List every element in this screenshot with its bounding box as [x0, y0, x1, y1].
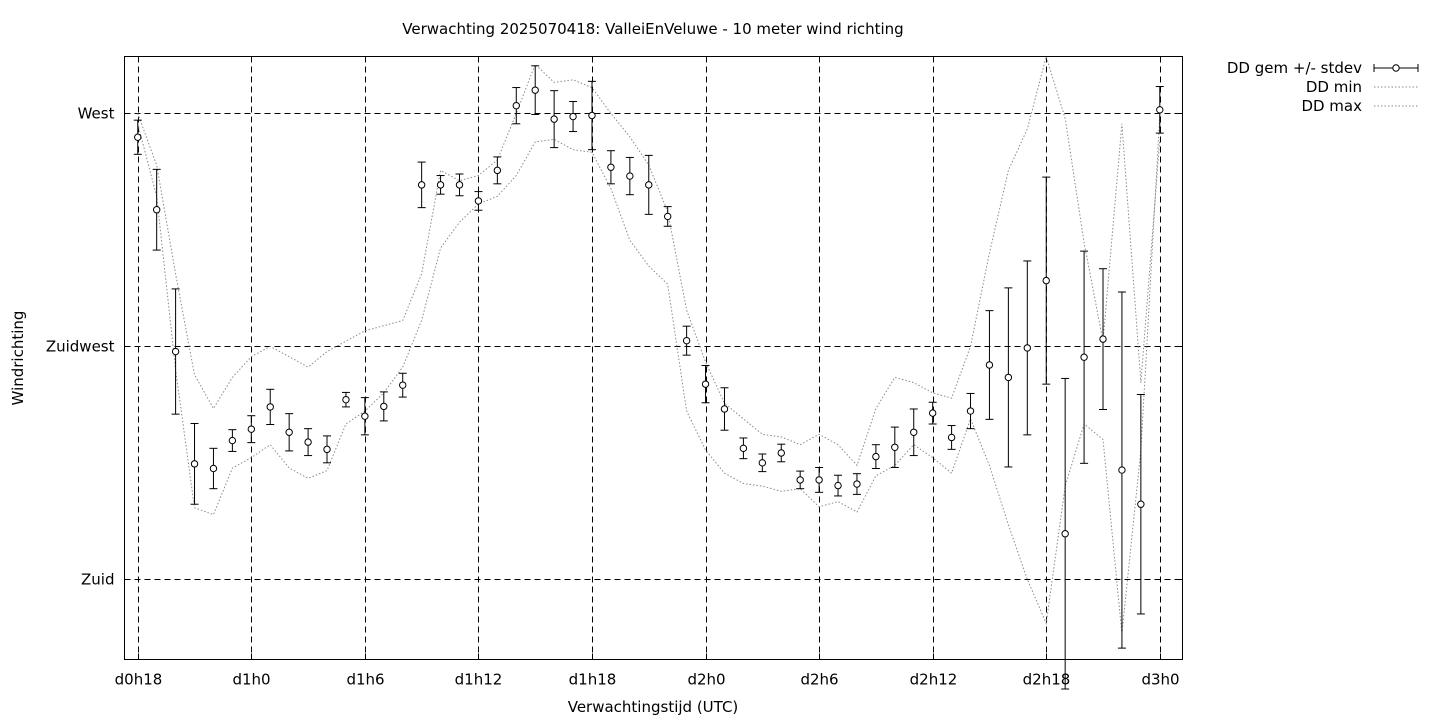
x-tick-label: d0h18	[115, 671, 163, 689]
data-point	[1118, 466, 1126, 474]
grid-lines	[124, 56, 1183, 660]
x-tick-label: d1h6	[346, 671, 384, 689]
y-tick-label: West	[78, 105, 115, 123]
legend-label: DD min	[1306, 78, 1362, 96]
x-tick-label: d1h18	[569, 671, 617, 689]
data-point	[626, 172, 634, 180]
x-tick-label: d3h0	[1141, 671, 1179, 689]
y-tick-label: Zuidwest	[46, 338, 115, 356]
data-point	[985, 361, 994, 369]
data-point	[1099, 335, 1107, 343]
data-point	[1004, 373, 1013, 382]
data-point	[361, 412, 369, 420]
data-point	[417, 181, 426, 189]
data-point	[701, 380, 710, 388]
data-point	[1061, 530, 1069, 538]
plot-frame	[124, 56, 1183, 660]
data-point	[455, 181, 464, 189]
data-point	[436, 181, 445, 189]
data-point	[569, 112, 577, 121]
data-point	[228, 436, 237, 445]
data-point	[682, 336, 691, 345]
data-point	[739, 444, 748, 453]
data-point	[304, 438, 312, 446]
data-point	[493, 166, 502, 175]
data-point	[474, 197, 483, 205]
series-line-dd-max	[137, 115, 1161, 634]
data-point	[171, 347, 180, 356]
x-tick-label: d1h12	[455, 671, 503, 689]
data-point	[1042, 276, 1050, 285]
data-point	[512, 101, 520, 110]
data-point	[891, 443, 899, 451]
data-point	[758, 459, 767, 467]
data-points	[134, 86, 1164, 538]
legend-label: DD gem +/- stdev	[1227, 59, 1362, 77]
data-point	[1080, 353, 1088, 361]
data-point	[588, 111, 596, 120]
legend-label: DD max	[1301, 97, 1362, 115]
data-point	[1137, 500, 1145, 508]
data-point	[209, 464, 218, 473]
data-point	[796, 476, 804, 484]
data-point	[323, 445, 331, 454]
data-point	[910, 428, 918, 436]
data-point	[1156, 106, 1164, 114]
data-point	[645, 181, 653, 189]
data-point	[720, 405, 729, 413]
x-axis-label: Verwachtingstijd (UTC)	[568, 698, 739, 716]
x-tick-label: d2h0	[687, 671, 725, 689]
y-axis-label: Windrichting	[9, 311, 27, 406]
data-point	[190, 460, 199, 468]
x-tick-label: d2h12	[910, 671, 958, 689]
x-tick-label: d1h0	[232, 671, 270, 689]
data-point	[928, 409, 937, 417]
data-point	[947, 433, 956, 442]
data-point	[380, 402, 388, 411]
data-point	[134, 133, 142, 141]
y-tick-label: Zuid	[81, 571, 114, 589]
data-point	[777, 449, 785, 457]
chart-title: Verwachting 2025070418: ValleiEnVeluwe -…	[402, 20, 903, 38]
x-tick-label: d2h18	[1023, 671, 1071, 689]
data-point	[399, 381, 407, 389]
data-point	[285, 428, 293, 436]
axis-ticks: d0h18 d1h0 d1h6 d1h12 d1h18 d2h0 d2h6 d2h12 d2h1…	[46, 56, 1183, 689]
data-point	[1023, 344, 1032, 352]
data-point	[663, 212, 672, 221]
data-point	[834, 481, 842, 490]
data-point	[266, 403, 274, 411]
legend-swatch-point	[1392, 64, 1400, 72]
data-point	[152, 206, 161, 214]
data-point	[853, 480, 861, 488]
data-point	[342, 395, 350, 404]
data-point	[607, 163, 615, 171]
data-point	[815, 476, 823, 484]
data-point	[872, 452, 880, 461]
data-point	[550, 115, 558, 123]
series-line-dd-min	[137, 54, 1161, 467]
data-point	[247, 425, 256, 433]
series-lines	[137, 54, 1161, 634]
x-tick-label: d2h6	[800, 671, 838, 689]
data-point	[966, 407, 975, 415]
data-point	[531, 86, 539, 94]
